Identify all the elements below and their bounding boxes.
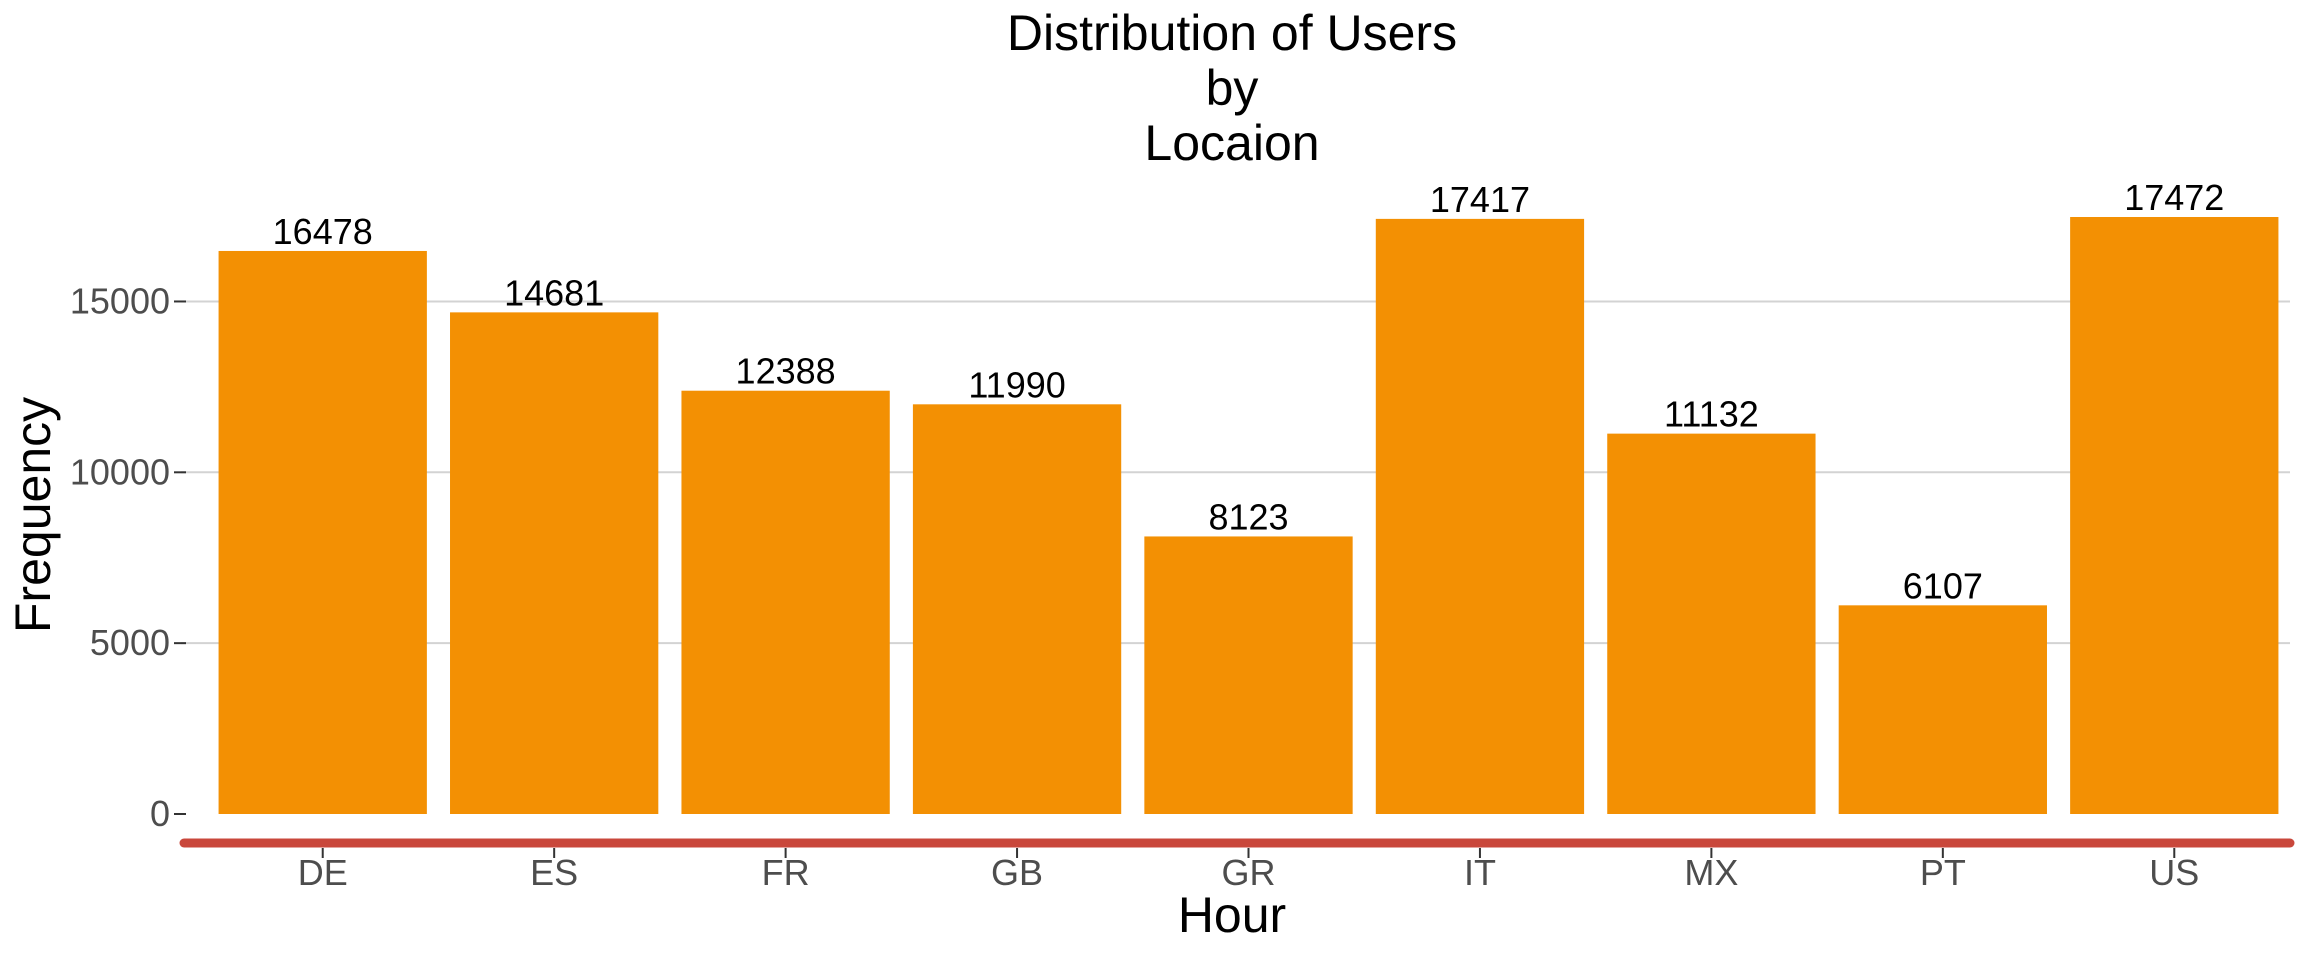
- x-tick-label-it: IT: [1464, 852, 1496, 893]
- y-tick-label: 0: [150, 793, 170, 834]
- y-tick-label: 10000: [70, 451, 170, 492]
- chart-title-line-2: by: [1206, 60, 1259, 116]
- x-tick-label-de: DE: [298, 852, 348, 893]
- bar-us: [2070, 217, 2279, 814]
- x-axis-title: Hour: [1178, 887, 1286, 943]
- x-tick-label-gr: GR: [1222, 852, 1276, 893]
- bars: [218, 217, 2279, 815]
- bar-value-label-gb: 11990: [968, 364, 1065, 405]
- bar-labels: 16478 14681 12388 11990 8123 17417 11132 6107 17…: [273, 177, 2225, 606]
- x-tick-label-pt: PT: [1920, 852, 1966, 893]
- x-tick-label-mx: MX: [1684, 852, 1738, 893]
- y-tick-label: 5000: [90, 622, 170, 663]
- bar-fr: [681, 390, 890, 814]
- bar-de: [218, 250, 427, 815]
- bar-value-label-mx: 11132: [1664, 394, 1759, 435]
- chart-title: Distribution of Users by Locaion: [1007, 5, 1457, 171]
- bar-value-label-es: 14681: [504, 272, 604, 313]
- x-tick-label-us: US: [2149, 852, 2199, 893]
- chart-title-line-1: Distribution of Users: [1007, 5, 1457, 61]
- y-tick-label: 15000: [70, 280, 170, 321]
- x-tick-label-gb: GB: [991, 852, 1043, 893]
- bar-mx: [1607, 433, 1816, 814]
- x-tick-label-fr: FR: [762, 852, 810, 893]
- bar-value-label-it: 17417: [1430, 179, 1530, 220]
- bar-es: [450, 312, 659, 814]
- bar-gb: [912, 404, 1122, 814]
- bar-it: [1375, 218, 1585, 815]
- bar-value-label-gr: 8123: [1208, 496, 1288, 537]
- chart-title-line-3: Locaion: [1144, 115, 1319, 171]
- bar-value-label-de: 16478: [273, 211, 373, 252]
- x-tick-label-es: ES: [530, 852, 578, 893]
- bar-value-label-fr: 12388: [736, 351, 836, 392]
- y-axis-title: Frequency: [5, 397, 61, 633]
- bar-value-label-pt: 6107: [1903, 565, 1983, 606]
- x-axis: DE ES FR GB GR IT MX PT US: [298, 848, 2199, 893]
- bar-gr: [1144, 536, 1353, 814]
- y-axis: 0 5000 10000 15000: [70, 280, 186, 834]
- bar-pt: [1838, 605, 2047, 814]
- bar-value-label-us: 17472: [2124, 177, 2224, 218]
